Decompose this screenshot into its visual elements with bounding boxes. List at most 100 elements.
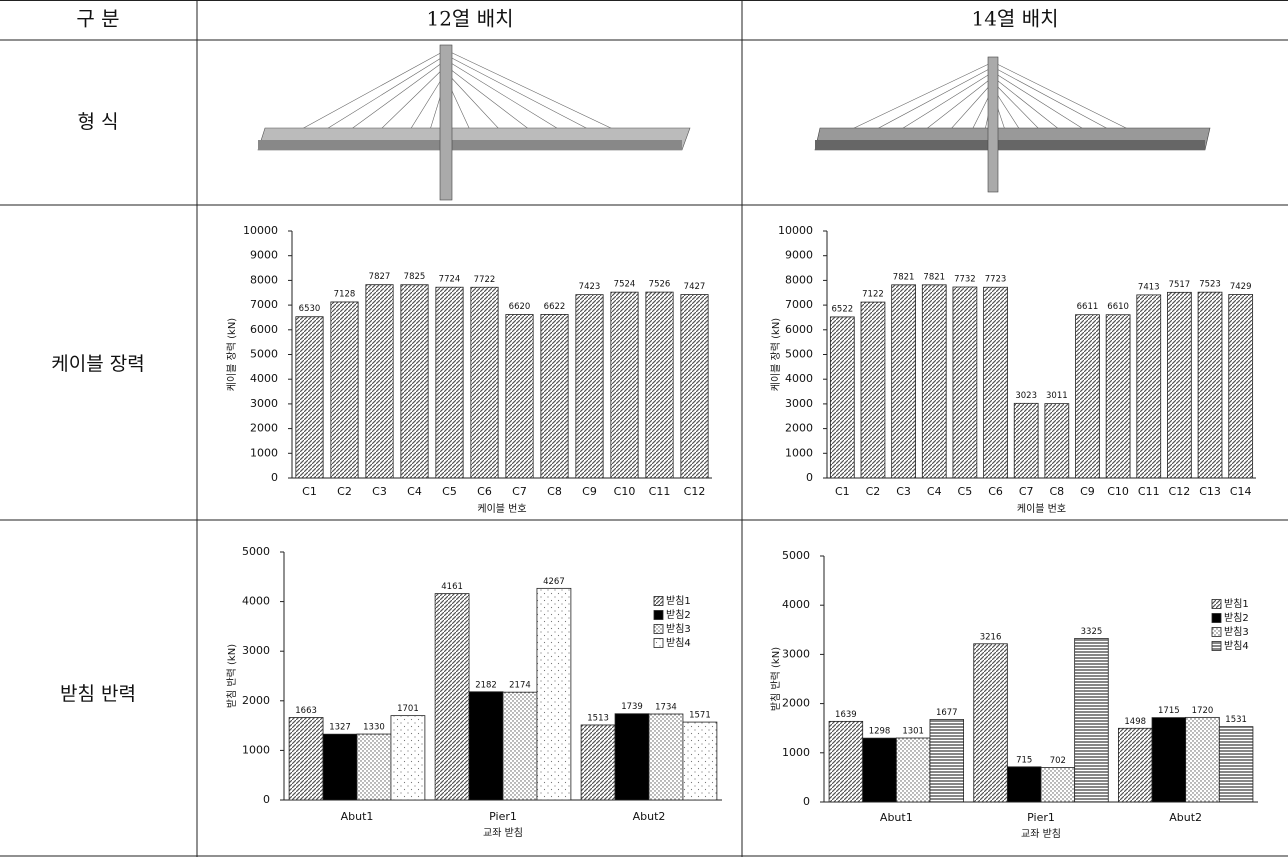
y-tick-label: 3000: [250, 397, 278, 410]
y-tick-label: 3000: [782, 647, 810, 660]
bar: [922, 285, 946, 478]
x-tick-label: C5: [442, 485, 457, 498]
value-label: 4161: [441, 582, 463, 592]
x-tick-label: C6: [477, 485, 492, 498]
legend-swatch: [1212, 642, 1221, 651]
legend-swatch: [1212, 628, 1221, 637]
value-label: 7526: [649, 280, 671, 290]
value-label: 4267: [543, 577, 565, 587]
legend-label: 받침4: [666, 637, 691, 649]
x-tick-label: Abut2: [633, 810, 666, 823]
header-cell: 14열 배치: [971, 7, 1058, 31]
value-label: 7821: [893, 272, 915, 282]
x-tick-label: C3: [372, 485, 387, 498]
legend-label: 받침2: [666, 609, 691, 621]
legend-label: 받침3: [666, 623, 691, 635]
y-tick-label: 9000: [250, 249, 278, 262]
x-tick-label: C13: [1199, 485, 1221, 498]
x-tick-label: C3: [896, 485, 911, 498]
bar: [401, 285, 428, 478]
value-label: 3011: [1046, 391, 1068, 401]
y-axis-title: 받침 반력 (kN): [770, 647, 782, 711]
legend-swatch: [1212, 614, 1221, 623]
y-tick-label: 1000: [785, 446, 813, 459]
page: {"table":{"header":["구 분","12열 배치","14열 …: [0, 0, 1288, 857]
legend-label: 받침2: [1224, 612, 1249, 624]
bar: [1007, 767, 1041, 802]
y-tick-label: 2000: [785, 422, 813, 435]
row-label: 형 식: [78, 111, 119, 133]
x-tick-label: C1: [835, 485, 850, 498]
y-tick-label: 2000: [782, 697, 810, 710]
value-label: 7524: [614, 280, 636, 290]
x-tick-label: C6: [988, 485, 1003, 498]
y-tick-label: 9000: [785, 249, 813, 262]
bar: [830, 317, 854, 478]
value-label: 6622: [544, 302, 566, 312]
bar: [537, 588, 571, 800]
value-label: 1327: [329, 723, 351, 733]
y-tick-label: 4000: [250, 372, 278, 385]
x-tick-label: Pier1: [489, 810, 517, 823]
bar: [391, 716, 425, 800]
x-axis-title: 교좌 받침: [1021, 828, 1061, 840]
y-tick-label: 5000: [242, 545, 270, 558]
x-tick-label: C14: [1230, 485, 1252, 498]
y-tick-label: 4000: [785, 372, 813, 385]
value-label: 6611: [1077, 302, 1099, 312]
bar: [1167, 292, 1191, 478]
x-tick-label: C1: [302, 485, 317, 498]
bar: [1076, 315, 1100, 478]
bar: [366, 285, 393, 478]
value-label: 7723: [985, 275, 1007, 285]
value-label: 1571: [689, 711, 711, 721]
value-label: 1498: [1124, 717, 1146, 727]
x-tick-label: C8: [547, 485, 562, 498]
bar: [649, 714, 683, 800]
x-tick-label: C11: [1138, 485, 1160, 498]
bar: [331, 302, 358, 478]
value-label: 7825: [404, 272, 426, 282]
bar: [1152, 718, 1186, 802]
x-tick-label: C4: [927, 485, 942, 498]
value-label: 1298: [869, 727, 891, 737]
bar: [1106, 315, 1130, 478]
value-label: 1301: [902, 726, 924, 736]
legend-swatch: [654, 611, 663, 620]
legend-label: 받침4: [1224, 640, 1249, 652]
value-label: 7821: [923, 272, 945, 282]
value-label: 1734: [655, 702, 677, 712]
x-tick-label: C12: [684, 485, 706, 498]
y-tick-label: 8000: [785, 273, 813, 286]
bar: [953, 287, 977, 478]
x-tick-label: C2: [337, 485, 352, 498]
x-tick-label: Abut1: [341, 810, 374, 823]
y-tick-label: 2000: [250, 422, 278, 435]
bar: [863, 738, 897, 802]
value-label: 7429: [1230, 282, 1252, 292]
bar: [896, 738, 930, 802]
value-label: 6620: [509, 302, 531, 312]
bar: [681, 295, 708, 478]
bar: [1045, 404, 1069, 478]
bar: [323, 734, 357, 800]
document: 구 분 12열 배치 14열 배치 형 식 케이블 장력 받침 반력 01000…: [0, 0, 1288, 857]
bar: [861, 302, 885, 478]
bar: [611, 292, 638, 478]
value-label: 6530: [299, 304, 321, 314]
bar: [1229, 295, 1253, 478]
y-tick-label: 4000: [242, 595, 270, 608]
bar: [357, 734, 391, 800]
y-tick-label: 3000: [242, 644, 270, 657]
y-tick-label: 10000: [778, 224, 813, 237]
y-tick-label: 5000: [250, 348, 278, 361]
legend-swatch: [654, 625, 663, 634]
y-tick-label: 1000: [250, 446, 278, 459]
legend-swatch: [1212, 600, 1221, 609]
x-tick-label: Pier1: [1027, 811, 1055, 824]
legend-label: 받침1: [1224, 598, 1249, 610]
bar: [974, 644, 1008, 802]
x-tick-label: C7: [512, 485, 527, 498]
value-label: 7517: [1169, 280, 1191, 290]
legend-label: 받침1: [666, 595, 691, 607]
